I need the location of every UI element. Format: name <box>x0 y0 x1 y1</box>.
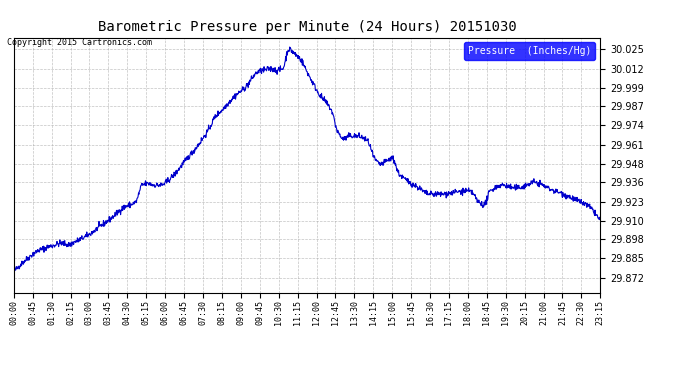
Legend: Pressure  (Inches/Hg): Pressure (Inches/Hg) <box>464 42 595 60</box>
Text: Copyright 2015 Cartronics.com: Copyright 2015 Cartronics.com <box>7 38 152 47</box>
Title: Barometric Pressure per Minute (24 Hours) 20151030: Barometric Pressure per Minute (24 Hours… <box>98 20 516 33</box>
